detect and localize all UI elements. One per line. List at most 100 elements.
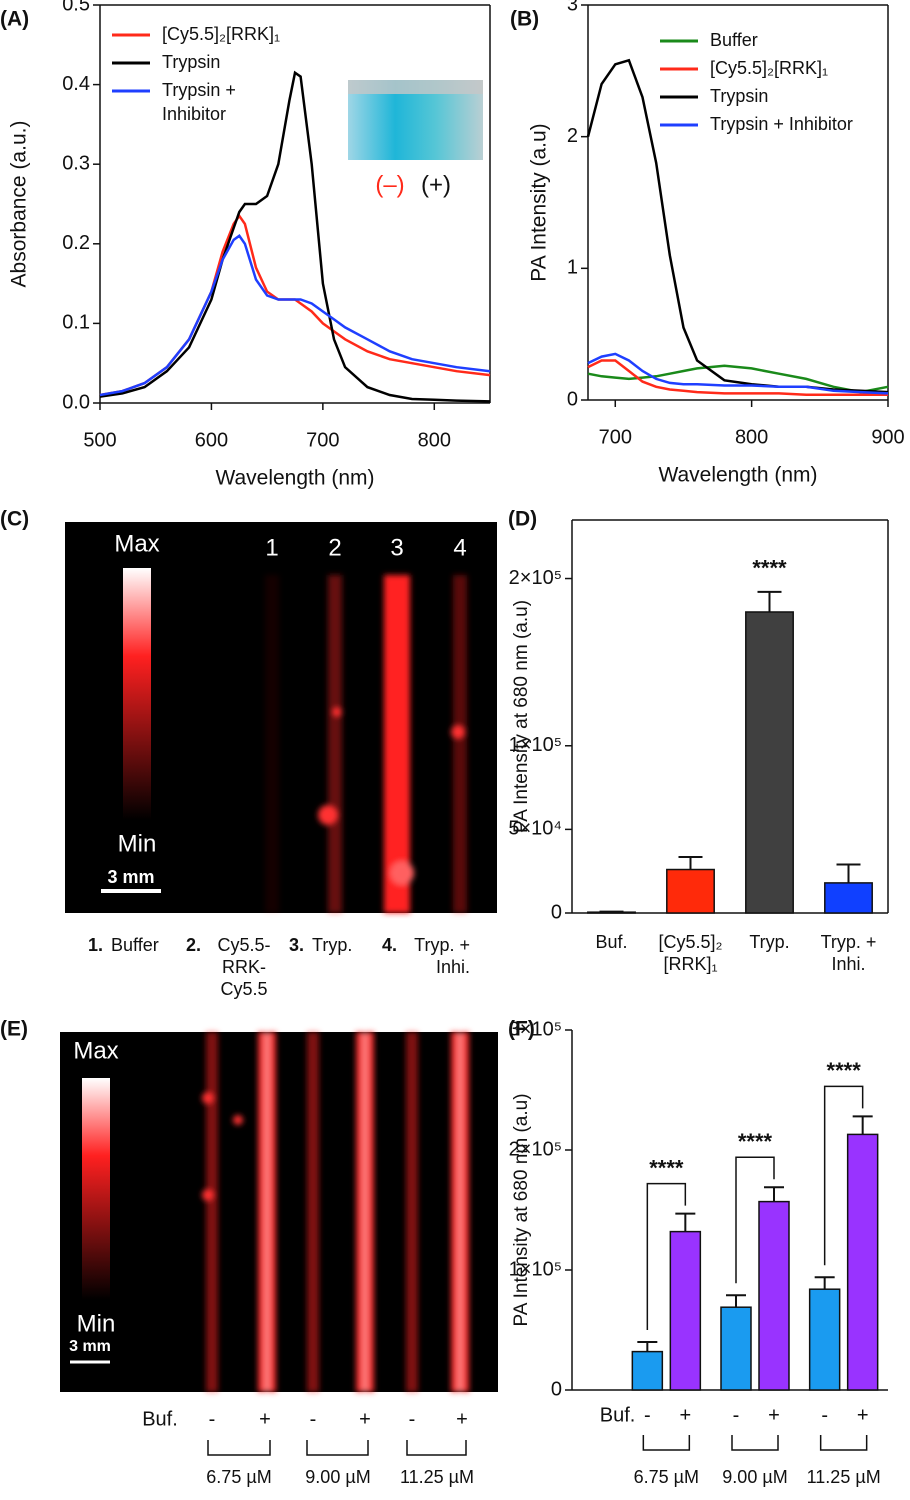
lane bbox=[265, 575, 279, 913]
y-tick-label: 0 bbox=[567, 388, 578, 410]
x-tick-label: Tryp. bbox=[749, 932, 789, 952]
series-line bbox=[99, 213, 491, 397]
scale-bar-label: 3 mm bbox=[69, 1338, 111, 1355]
group-bracket bbox=[819, 1435, 868, 1451]
group-label: 11.25 µM bbox=[400, 1467, 474, 1487]
legend-label: Trypsin bbox=[710, 86, 768, 106]
legend-label: Buffer bbox=[710, 30, 758, 50]
y-tick-label: 3 bbox=[567, 0, 578, 15]
y-axis-label: PA Intensity (a.u) bbox=[528, 123, 551, 281]
text-line: Inhi. bbox=[831, 954, 865, 974]
panel-label: (B) bbox=[510, 8, 539, 31]
lane-label: - bbox=[209, 1408, 216, 1430]
caption-number: 2. bbox=[186, 935, 201, 955]
series-line bbox=[99, 234, 491, 397]
y-tick-label: 5×10⁴ bbox=[508, 818, 562, 840]
series-label: - bbox=[821, 1404, 828, 1426]
lane-number: 4 bbox=[453, 534, 466, 561]
colorbar-min: Min bbox=[118, 830, 157, 857]
blob bbox=[318, 805, 338, 825]
series-line bbox=[587, 359, 888, 396]
x-tick-label: 800 bbox=[735, 426, 768, 448]
series-label: - bbox=[733, 1404, 740, 1426]
bar bbox=[587, 911, 636, 914]
lane-label: + bbox=[259, 1408, 271, 1430]
legend-label: [Cy5.5]₂[RRK]₁ bbox=[710, 58, 828, 78]
x-tick-label: Buf. bbox=[595, 932, 627, 952]
panel-label: (D) bbox=[508, 508, 537, 531]
legend-label: Trypsin + Inhibitor bbox=[162, 80, 236, 124]
lane bbox=[307, 1032, 319, 1392]
caption-number: 4. bbox=[382, 935, 397, 955]
legend-label: Trypsin + Inhibitor bbox=[710, 114, 853, 134]
text-line: Tryp. + bbox=[821, 932, 877, 952]
series-label: + bbox=[857, 1404, 869, 1426]
text-line: Cy5.5 bbox=[220, 979, 267, 999]
blob bbox=[390, 861, 414, 885]
x-tick-label: 6.75 µM bbox=[634, 1467, 699, 1487]
series-line bbox=[99, 70, 491, 403]
y-tick-label: 2×10⁵ bbox=[509, 1138, 562, 1160]
pa-image bbox=[60, 1032, 498, 1392]
x-tick-label: 600 bbox=[195, 429, 228, 451]
inset-label: (–) bbox=[375, 171, 404, 198]
lane bbox=[206, 1032, 218, 1392]
text-line: Tryp. + bbox=[414, 935, 470, 955]
y-tick-label: 1 bbox=[567, 257, 578, 279]
lane-core bbox=[457, 1032, 463, 1392]
series-line bbox=[586, 58, 889, 394]
x-tick-label: 700 bbox=[599, 426, 632, 448]
significance: **** bbox=[752, 556, 787, 581]
lane bbox=[453, 575, 467, 913]
caption-number: 3. bbox=[289, 935, 304, 955]
lane-core bbox=[264, 1032, 270, 1392]
y-tick-label: 0.0 bbox=[62, 391, 90, 413]
series-label: + bbox=[768, 1404, 780, 1426]
lane bbox=[328, 575, 342, 913]
group-label: 9.00 µM bbox=[305, 1467, 370, 1487]
caption-label: Buffer bbox=[111, 935, 159, 955]
text-line: Trypsin + bbox=[162, 80, 236, 100]
group-bracket bbox=[731, 1435, 779, 1451]
y-tick-label: 0.3 bbox=[62, 152, 90, 174]
colorbar-max: Max bbox=[73, 1037, 118, 1064]
lane-label: - bbox=[409, 1408, 416, 1430]
colorbar-min: Min bbox=[77, 1310, 116, 1337]
lanes bbox=[202, 1032, 469, 1392]
panel-label: (F) bbox=[508, 1018, 535, 1041]
text-line: Inhibitor bbox=[162, 104, 226, 124]
y-tick-label: 1×10⁵ bbox=[509, 734, 562, 756]
bar bbox=[824, 882, 873, 914]
text-line: Inhi. bbox=[436, 957, 470, 977]
lane-label: + bbox=[359, 1408, 371, 1430]
inset-label: (+) bbox=[421, 171, 451, 198]
panel-label: (A) bbox=[0, 8, 29, 31]
text-line: [RRK]₁ bbox=[663, 954, 717, 974]
x-axis-label: Wavelength (nm) bbox=[658, 464, 817, 487]
lane-number: 2 bbox=[328, 534, 341, 561]
text-line: Cy5.5- bbox=[217, 935, 270, 955]
lane bbox=[384, 575, 410, 913]
bar bbox=[808, 1288, 841, 1391]
x-tick-label: Tryp. + Inhi. bbox=[821, 932, 877, 974]
significance-bracket bbox=[735, 1156, 775, 1284]
group-bracket bbox=[642, 1435, 691, 1451]
series-label: + bbox=[679, 1404, 691, 1426]
y-tick-label: 3×10⁵ bbox=[509, 1018, 562, 1040]
lanes bbox=[265, 575, 467, 913]
lane bbox=[406, 1032, 418, 1392]
lane-number: 1 bbox=[265, 534, 278, 561]
y-axis-label: Absorbance (a.u.) bbox=[8, 121, 31, 288]
bar bbox=[745, 611, 794, 914]
blob bbox=[202, 1189, 214, 1201]
y-tick-label: 0.1 bbox=[62, 312, 90, 334]
y-axis-label: PA Intensity at 680 nm (a.u) bbox=[511, 1093, 532, 1326]
group-bracket bbox=[207, 1440, 467, 1456]
row-label: Buf. bbox=[142, 1408, 178, 1430]
bar bbox=[758, 1200, 790, 1391]
x-tick-label: 11.25 µM bbox=[807, 1467, 881, 1487]
panel-label: (C) bbox=[0, 508, 29, 531]
y-tick-label: 0.5 bbox=[62, 0, 90, 15]
y-tick-label: 0.4 bbox=[62, 73, 90, 95]
